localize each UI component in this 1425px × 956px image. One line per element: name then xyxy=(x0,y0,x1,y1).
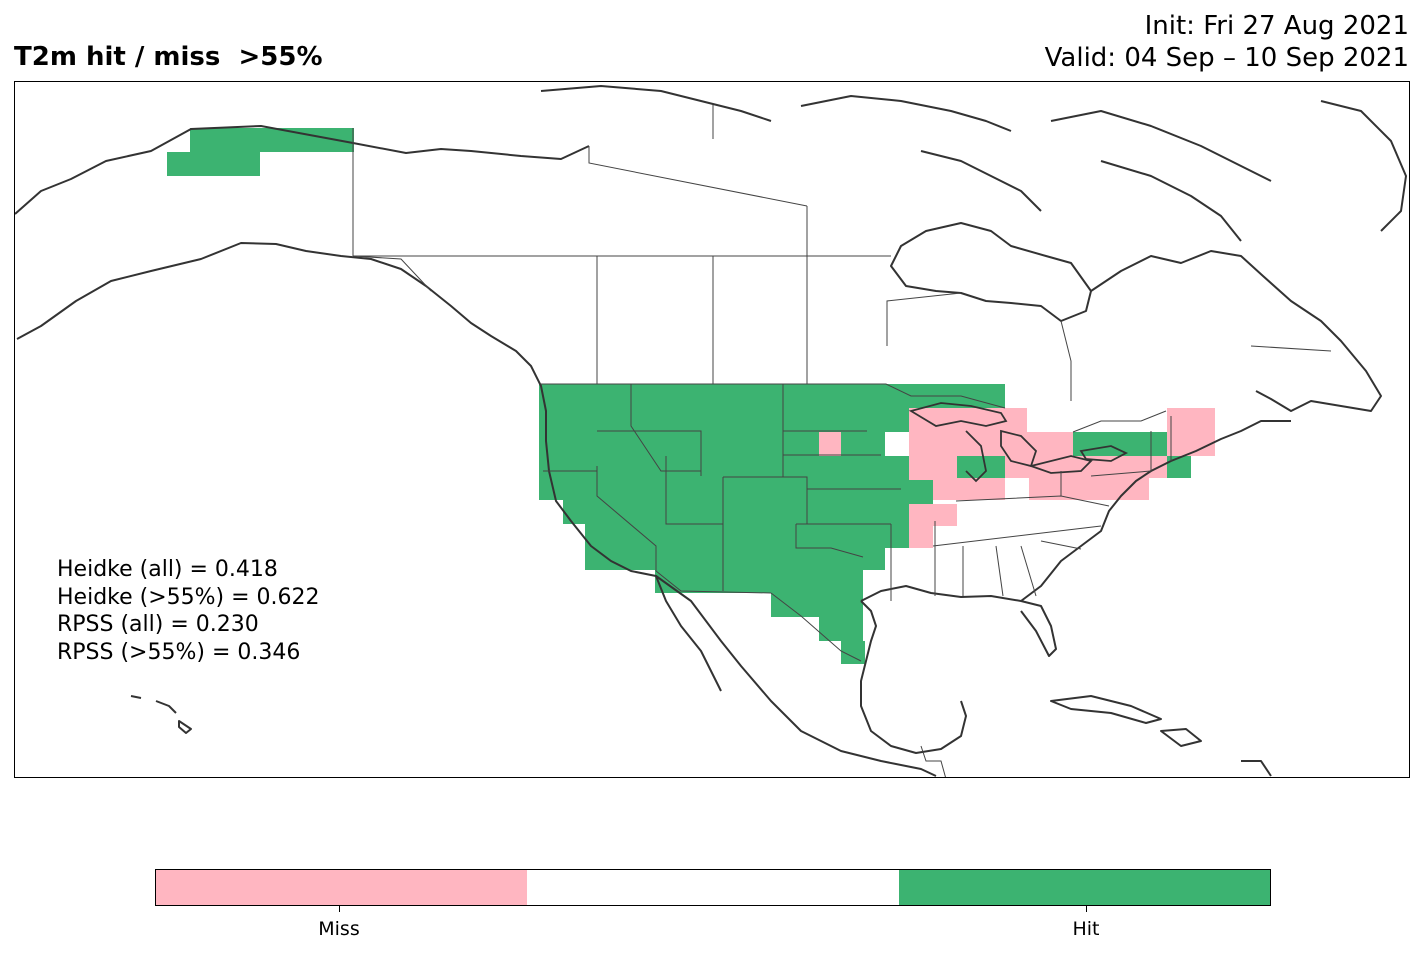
political-borders xyxy=(352,105,1332,777)
init-date: Init: Fri 27 Aug 2021 xyxy=(1144,11,1409,41)
coastlines xyxy=(15,85,1407,777)
chart-title: T2m hit / miss >55% xyxy=(14,42,323,72)
colorbar-label-hit: Hit xyxy=(1072,918,1100,940)
colorbar-neutral-segment xyxy=(527,870,899,905)
colorbar-miss-segment xyxy=(156,870,528,905)
map-canvas xyxy=(15,85,1407,777)
score-annotations: Heidke (all) = 0.418 Heidke (>55%) = 0.6… xyxy=(57,556,320,666)
colorbar-label-miss: Miss xyxy=(318,918,360,940)
colorbar-hit-segment xyxy=(898,870,1270,905)
great-lakes xyxy=(908,402,1129,483)
colorbar-tick-miss xyxy=(339,906,340,912)
heidke-all-score: Heidke (all) = 0.418 xyxy=(57,557,278,582)
colorbar xyxy=(155,869,1271,906)
rpss-55-score: RPSS (>55%) = 0.346 xyxy=(57,639,301,665)
colorbar-tick-hit xyxy=(1086,906,1087,912)
map-panel[interactable] xyxy=(14,81,1410,778)
rpss-all-score: RPSS (all) = 0.230 xyxy=(57,612,259,637)
heidke-55-score: Heidke (>55%) = 0.622 xyxy=(57,584,320,610)
alaska-hit-cells xyxy=(167,128,354,176)
date-info: Init: Fri 27 Aug 2021 Valid: 04 Sep – 10… xyxy=(1045,10,1409,74)
valid-range: Valid: 04 Sep – 10 Sep 2021 xyxy=(1044,43,1409,73)
